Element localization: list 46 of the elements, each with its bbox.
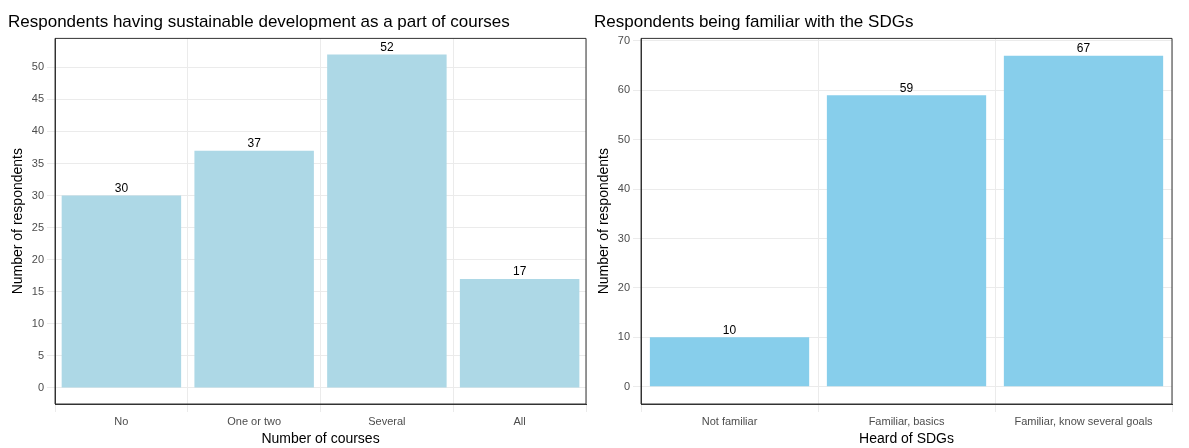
x-tick-label: No — [114, 414, 129, 427]
bar — [194, 150, 314, 388]
y-axis-title: Number of respondents — [9, 148, 26, 295]
bar — [327, 54, 447, 388]
y-tick-label: 10 — [31, 316, 45, 329]
x-tick-label: Several — [368, 414, 406, 427]
y-tick-label: 50 — [31, 60, 45, 73]
y-tick-label: 35 — [31, 156, 45, 169]
data-label: 10 — [722, 322, 737, 337]
bar — [826, 95, 987, 387]
y-tick-label: 40 — [31, 124, 45, 137]
y-tick-label: 25 — [31, 220, 45, 233]
x-tick-label: All — [513, 414, 526, 427]
x-axis-title: Number of courses — [261, 430, 380, 447]
y-tick-label: 20 — [31, 252, 45, 265]
data-label: 67 — [1076, 41, 1091, 55]
x-tick-label: Not familiar — [701, 414, 758, 427]
y-tick-label: 15 — [31, 284, 45, 297]
y-tick-label: 60 — [617, 83, 631, 96]
y-tick-label: 30 — [617, 231, 631, 244]
x-tick-label: Familiar, basics — [868, 414, 945, 427]
y-tick-label: 50 — [617, 132, 631, 145]
y-tick-label: 45 — [31, 92, 45, 105]
chart-title: Respondents having sustainable development as a part of courses — [8, 11, 510, 31]
chart-title: Respondents being familiar with the SDGs — [594, 11, 914, 31]
bar — [459, 278, 580, 388]
data-label: 17 — [512, 264, 527, 279]
y-tick-label: 0 — [37, 381, 45, 393]
y-tick-label: 10 — [617, 330, 631, 343]
y-tick-label: 70 — [617, 33, 631, 46]
x-axis-title: Heard of SDGs — [859, 430, 954, 447]
x-tick-label: One or two — [227, 414, 282, 427]
y-tick-label: 20 — [617, 280, 631, 293]
data-label: 37 — [247, 135, 262, 150]
y-tick-label: 5 — [37, 348, 45, 361]
y-axis-title: Number of respondents — [595, 148, 612, 295]
data-label: 30 — [114, 180, 129, 195]
data-label: 59 — [899, 80, 914, 95]
data-label: 52 — [380, 39, 394, 54]
x-tick-label: Familiar, know several goals — [1014, 414, 1154, 427]
y-tick-label: 30 — [31, 188, 45, 201]
y-tick-label: 40 — [617, 182, 631, 195]
y-tick-label: 0 — [623, 379, 631, 392]
bar — [1003, 55, 1164, 387]
bar — [649, 337, 810, 387]
bar — [61, 195, 182, 388]
